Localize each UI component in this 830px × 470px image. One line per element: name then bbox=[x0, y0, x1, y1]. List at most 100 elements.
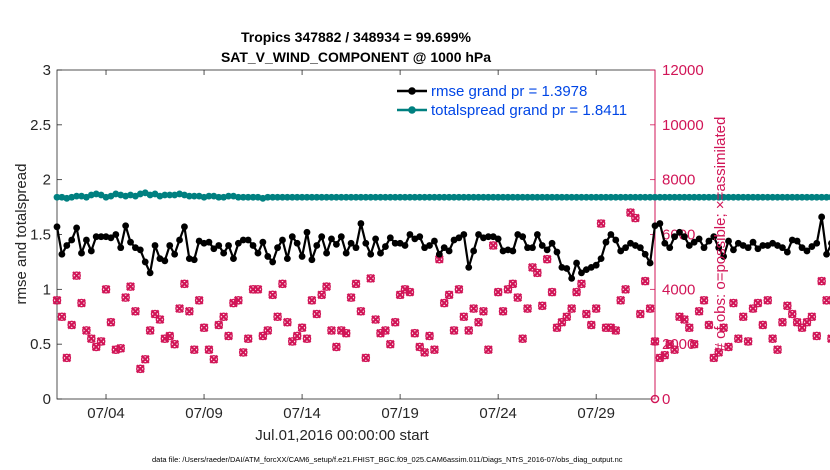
obs-point bbox=[297, 323, 307, 333]
rmse-point bbox=[744, 244, 752, 252]
obs-possible-marker bbox=[577, 279, 586, 289]
legend-rmse-label: rmse grand pr = 1.3978 bbox=[431, 83, 587, 100]
rmse-point bbox=[431, 237, 438, 245]
obs-possible-marker bbox=[699, 295, 709, 305]
obs-possible-marker bbox=[238, 348, 248, 357]
obs-possible-marker bbox=[395, 290, 405, 300]
obs-point bbox=[562, 312, 572, 322]
obs-possible-marker bbox=[484, 345, 493, 354]
rmse-point bbox=[607, 231, 615, 238]
totalspread-point bbox=[730, 193, 737, 201]
obs-possible-marker-end bbox=[650, 394, 660, 404]
left-y-tick-label: 3 bbox=[43, 62, 51, 79]
obs-assimilated-marker bbox=[371, 315, 380, 324]
rmse-series bbox=[53, 213, 830, 282]
obs-possible-marker bbox=[106, 317, 116, 327]
totalspread-point bbox=[769, 193, 777, 201]
obs-assimilated-marker bbox=[719, 323, 729, 333]
rmse-point bbox=[161, 257, 169, 265]
obs-possible-marker bbox=[258, 331, 268, 341]
totalspread-point bbox=[582, 193, 590, 201]
obs-point bbox=[812, 331, 822, 341]
obs-point bbox=[52, 295, 62, 305]
obs-point bbox=[660, 350, 670, 360]
obs-assimilated-marker bbox=[635, 309, 645, 319]
obs-point bbox=[243, 334, 253, 344]
obs-possible-marker bbox=[361, 353, 371, 363]
totalspread-point bbox=[705, 193, 713, 201]
obs-point bbox=[542, 254, 552, 264]
rmse-point bbox=[181, 223, 188, 231]
obs-assimilated-marker bbox=[430, 345, 439, 355]
obs-point bbox=[596, 219, 606, 228]
obs-point bbox=[209, 354, 219, 364]
obs-possible-marker bbox=[209, 354, 219, 364]
rmse-point bbox=[97, 233, 105, 241]
obs-assimilated-marker bbox=[547, 287, 557, 297]
rmse-point bbox=[435, 250, 443, 258]
obs-point bbox=[743, 337, 753, 346]
totalspread-point bbox=[538, 193, 546, 201]
obs-assimilated-marker bbox=[596, 219, 606, 228]
obs-possible-marker bbox=[758, 320, 768, 330]
obs-assimilated-marker bbox=[483, 345, 493, 355]
totalspread-point bbox=[627, 193, 634, 201]
obs-assimilated-marker bbox=[224, 331, 233, 341]
totalspread-point bbox=[568, 193, 576, 201]
rmse-point bbox=[553, 248, 561, 256]
obs-point bbox=[199, 323, 209, 333]
obs-possible-marker bbox=[430, 345, 439, 354]
obs-assimilated-marker bbox=[233, 295, 243, 305]
obs-point bbox=[278, 279, 287, 289]
obs-point bbox=[346, 293, 356, 302]
obs-assimilated-marker bbox=[361, 353, 371, 363]
obs-assimilated-marker bbox=[518, 334, 528, 344]
obs-assimilated-marker bbox=[165, 331, 175, 341]
obs-point bbox=[224, 331, 233, 341]
rmse-point bbox=[112, 231, 120, 238]
obs-assimilated-marker bbox=[268, 290, 278, 300]
obs-point bbox=[616, 295, 626, 305]
totalspread-point bbox=[352, 193, 360, 201]
obs-possible-marker bbox=[650, 337, 660, 346]
obs-possible-marker bbox=[537, 301, 547, 311]
obs-point bbox=[57, 312, 67, 322]
totalspread-point bbox=[597, 193, 605, 201]
obs-possible-marker bbox=[503, 285, 513, 294]
totalspread-point bbox=[484, 193, 492, 201]
obs-point bbox=[547, 287, 557, 297]
obs-assimilated-marker bbox=[572, 287, 581, 297]
totalspread-point bbox=[509, 193, 517, 201]
totalspread-point bbox=[225, 192, 232, 200]
rmse-point bbox=[538, 242, 546, 249]
obs-assimilated-marker bbox=[758, 320, 768, 330]
totalspread-point bbox=[357, 193, 365, 201]
left-y-axis-label: rmse and totalspread bbox=[13, 164, 30, 305]
obs-point bbox=[67, 320, 77, 330]
obs-possible-marker bbox=[513, 293, 523, 302]
rmse-point bbox=[117, 244, 125, 252]
obs-possible-marker bbox=[685, 323, 694, 333]
obs-assimilated-marker bbox=[400, 284, 410, 294]
totalspread-point bbox=[631, 193, 639, 201]
obs-point bbox=[351, 279, 361, 289]
obs-possible-marker bbox=[464, 326, 474, 335]
totalspread-point bbox=[480, 193, 487, 201]
obs-point bbox=[787, 309, 797, 319]
totalspread-point bbox=[185, 192, 193, 200]
obs-point bbox=[356, 306, 366, 316]
obs-point bbox=[214, 320, 224, 330]
obs-possible-marker bbox=[704, 320, 714, 330]
right-y-tick-label: 8000 bbox=[662, 172, 695, 189]
rmse-point bbox=[332, 240, 340, 248]
obs-possible-marker bbox=[557, 317, 567, 327]
rmse-point bbox=[215, 242, 223, 249]
obs-point bbox=[729, 298, 738, 308]
obs-point bbox=[459, 312, 469, 322]
totalspread-point bbox=[818, 193, 826, 201]
obs-assimilated-marker bbox=[67, 320, 77, 330]
obs-point bbox=[430, 345, 439, 355]
totalspread-point bbox=[53, 193, 61, 201]
obs-point bbox=[469, 304, 479, 313]
